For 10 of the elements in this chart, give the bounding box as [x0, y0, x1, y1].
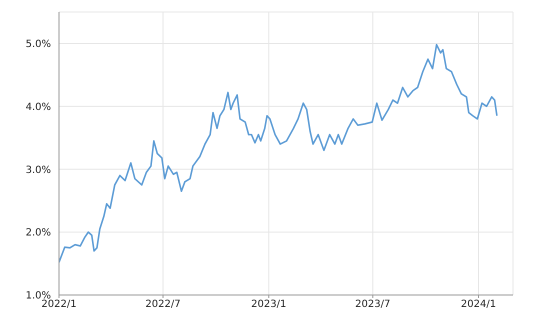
x-tick-label: 2022/1 — [41, 299, 77, 310]
y-tick-label: 4.0% — [26, 102, 51, 113]
x-tick-label: 2023/7 — [355, 299, 390, 310]
line-series — [59, 44, 498, 264]
y-tick-label: 5.0% — [26, 38, 51, 50]
x-tick-label: 2023/1 — [251, 299, 286, 310]
y-tick-label: 3.0% — [26, 164, 51, 176]
x-tick-label: 2024/1 — [460, 299, 496, 310]
x-tick-label: 2022/7 — [145, 299, 181, 310]
y-tick-label: 2.0% — [26, 228, 51, 239]
